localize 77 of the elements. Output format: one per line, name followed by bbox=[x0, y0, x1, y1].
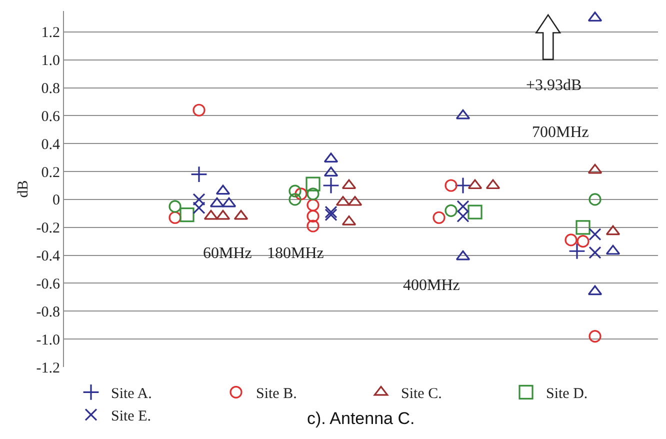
point bbox=[468, 204, 482, 220]
point bbox=[444, 204, 458, 217]
point bbox=[324, 208, 338, 222]
point bbox=[588, 330, 602, 343]
point bbox=[168, 211, 182, 224]
legend-label: Site A. bbox=[111, 386, 152, 402]
point bbox=[588, 246, 602, 259]
point bbox=[306, 220, 320, 232]
point bbox=[588, 12, 602, 22]
legend-label: Site D. bbox=[546, 386, 588, 402]
y-tick-label: -1.0 bbox=[36, 332, 60, 348]
point bbox=[216, 210, 230, 220]
point bbox=[288, 193, 302, 206]
point bbox=[336, 196, 350, 206]
y-tick-label: 1.0 bbox=[41, 53, 60, 70]
point bbox=[456, 200, 470, 213]
y-tick-label: 0.4 bbox=[41, 136, 60, 153]
point bbox=[348, 196, 362, 206]
point bbox=[168, 200, 182, 213]
point bbox=[324, 206, 338, 218]
y-tick-label: -0.8 bbox=[36, 304, 60, 320]
annotation: 400MHz bbox=[403, 277, 460, 294]
point bbox=[444, 179, 458, 192]
point bbox=[456, 250, 470, 260]
point bbox=[306, 176, 320, 192]
point bbox=[306, 210, 320, 223]
point bbox=[216, 184, 230, 195]
legend-label: Site E. bbox=[111, 408, 151, 424]
point bbox=[192, 193, 206, 206]
point bbox=[606, 225, 620, 236]
y-axis-title: dB bbox=[16, 180, 32, 198]
point bbox=[486, 179, 500, 190]
point bbox=[180, 208, 194, 222]
point bbox=[432, 211, 446, 224]
point bbox=[306, 198, 320, 212]
y-tick-label: -0.4 bbox=[36, 248, 60, 265]
point bbox=[190, 166, 208, 183]
point bbox=[456, 210, 470, 223]
y-tick-label: 1.2 bbox=[41, 25, 60, 42]
point bbox=[606, 244, 620, 255]
point bbox=[588, 193, 602, 206]
point bbox=[588, 164, 602, 174]
point bbox=[192, 202, 206, 214]
y-tick-label: 0 bbox=[52, 192, 60, 209]
point bbox=[222, 197, 236, 208]
point bbox=[588, 285, 602, 296]
y-tick-label: 0.2 bbox=[41, 164, 60, 181]
y-tick-label: -1.2 bbox=[36, 360, 60, 376]
text: c). Antenna C. bbox=[307, 409, 415, 428]
legend-label: Site B. bbox=[256, 386, 297, 402]
point bbox=[588, 228, 602, 241]
point bbox=[322, 177, 340, 194]
point bbox=[342, 179, 356, 190]
y-tick-label: -0.2 bbox=[36, 220, 60, 237]
y-tick-label: 0.6 bbox=[41, 108, 60, 125]
y-tick-label: -0.6 bbox=[36, 276, 60, 292]
point bbox=[210, 197, 224, 208]
point bbox=[234, 210, 248, 220]
legend-label: Site C. bbox=[401, 386, 442, 402]
point bbox=[576, 220, 590, 235]
point bbox=[288, 184, 302, 198]
annotation: 700MHz bbox=[532, 124, 589, 141]
point bbox=[564, 234, 578, 246]
point bbox=[468, 179, 482, 190]
annotation: 180MHz bbox=[267, 245, 324, 262]
point bbox=[568, 242, 586, 260]
point bbox=[192, 104, 206, 116]
point bbox=[454, 177, 472, 194]
annotation: 60MHz bbox=[203, 245, 252, 262]
annotation: +3.93dB bbox=[526, 77, 582, 94]
point bbox=[306, 188, 320, 200]
point bbox=[204, 210, 218, 220]
y-tick-label: 0.8 bbox=[41, 81, 60, 98]
point bbox=[456, 109, 470, 120]
point bbox=[324, 152, 338, 163]
point bbox=[576, 235, 590, 248]
point bbox=[294, 188, 308, 200]
